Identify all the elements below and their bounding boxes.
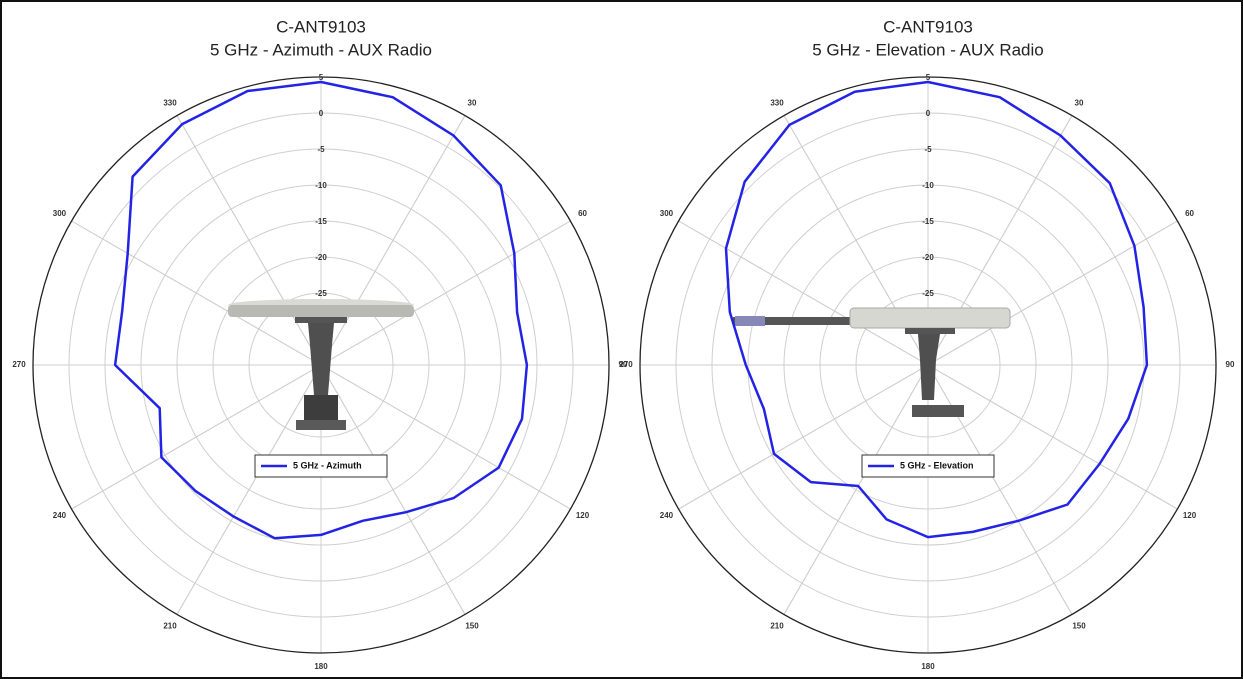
theta-tick-label: 300 bbox=[660, 209, 674, 218]
chart-subtitle: 5 GHz - Azimuth - AUX Radio bbox=[210, 40, 432, 59]
theta-tick-label: 30 bbox=[1075, 99, 1084, 108]
grid-ring bbox=[675, 112, 1181, 618]
r-tick-label: -5 bbox=[317, 145, 325, 154]
legend-label: 5 GHz - Azimuth bbox=[293, 460, 362, 470]
grid-ring bbox=[783, 220, 1073, 510]
grid-ring bbox=[248, 292, 394, 438]
theta-tick-label: 180 bbox=[314, 662, 328, 671]
theta-tick-label: 210 bbox=[163, 622, 177, 631]
legend-box bbox=[254, 454, 388, 478]
antenna-azimuth bbox=[228, 299, 414, 430]
theta-tick-label: 180 bbox=[921, 662, 935, 671]
theta-tick-label: 150 bbox=[1072, 622, 1086, 631]
chart-subtitle: 5 GHz - Elevation - AUX Radio bbox=[812, 40, 1043, 59]
theta-tick-label: 300 bbox=[53, 209, 67, 218]
pattern-curve bbox=[113, 80, 529, 540]
grid-ring bbox=[104, 148, 538, 582]
grid-ring bbox=[711, 148, 1145, 582]
r-tick-label: -25 bbox=[315, 289, 327, 298]
theta-tick-label: 210 bbox=[770, 622, 784, 631]
theta-tick-label: 330 bbox=[770, 99, 784, 108]
r-tick-label: -15 bbox=[315, 217, 327, 226]
grid-ring bbox=[140, 184, 502, 546]
r-tick-label: -20 bbox=[922, 253, 934, 262]
grid-ring bbox=[176, 220, 466, 510]
grid-ring bbox=[747, 184, 1109, 546]
r-tick-label: -5 bbox=[924, 145, 932, 154]
legend-box bbox=[861, 454, 995, 478]
r-tick-label: -10 bbox=[315, 181, 327, 190]
theta-tick-label: 90 bbox=[619, 360, 628, 369]
theta-tick-label: 240 bbox=[660, 511, 674, 520]
grid-ring bbox=[855, 292, 1001, 438]
theta-tick-label: 60 bbox=[578, 209, 587, 218]
r-tick-label: 0 bbox=[319, 109, 324, 118]
antenna-elevation bbox=[733, 307, 1011, 417]
outer-ring bbox=[639, 76, 1217, 654]
r-tick-label: -20 bbox=[315, 253, 327, 262]
theta-tick-label: 240 bbox=[53, 511, 67, 520]
theta-tick-label: 90 bbox=[1226, 360, 1235, 369]
r-tick-label: -15 bbox=[922, 217, 934, 226]
chart-title: C-ANT9103 bbox=[276, 17, 366, 36]
theta-tick-label: 120 bbox=[1183, 511, 1197, 520]
theta-tick-label: 330 bbox=[163, 99, 177, 108]
pattern-curve bbox=[724, 80, 1149, 539]
grid-ring bbox=[68, 112, 574, 618]
r-tick-label: -10 bbox=[922, 181, 934, 190]
theta-tick-label: 60 bbox=[1185, 209, 1194, 218]
r-tick-label: 5 bbox=[319, 73, 324, 82]
r-tick-label: 5 bbox=[926, 73, 931, 82]
theta-tick-label: 150 bbox=[465, 622, 479, 631]
r-tick-label: -25 bbox=[922, 289, 934, 298]
legend-label: 5 GHz - Elevation bbox=[900, 460, 974, 470]
theta-tick-label: 270 bbox=[12, 360, 26, 369]
theta-tick-label: 270 bbox=[619, 360, 633, 369]
chart-title: C-ANT9103 bbox=[883, 17, 973, 36]
outer-ring bbox=[32, 76, 610, 654]
theta-tick-label: 120 bbox=[576, 511, 590, 520]
r-tick-label: 0 bbox=[926, 109, 931, 118]
theta-tick-label: 30 bbox=[468, 99, 477, 108]
